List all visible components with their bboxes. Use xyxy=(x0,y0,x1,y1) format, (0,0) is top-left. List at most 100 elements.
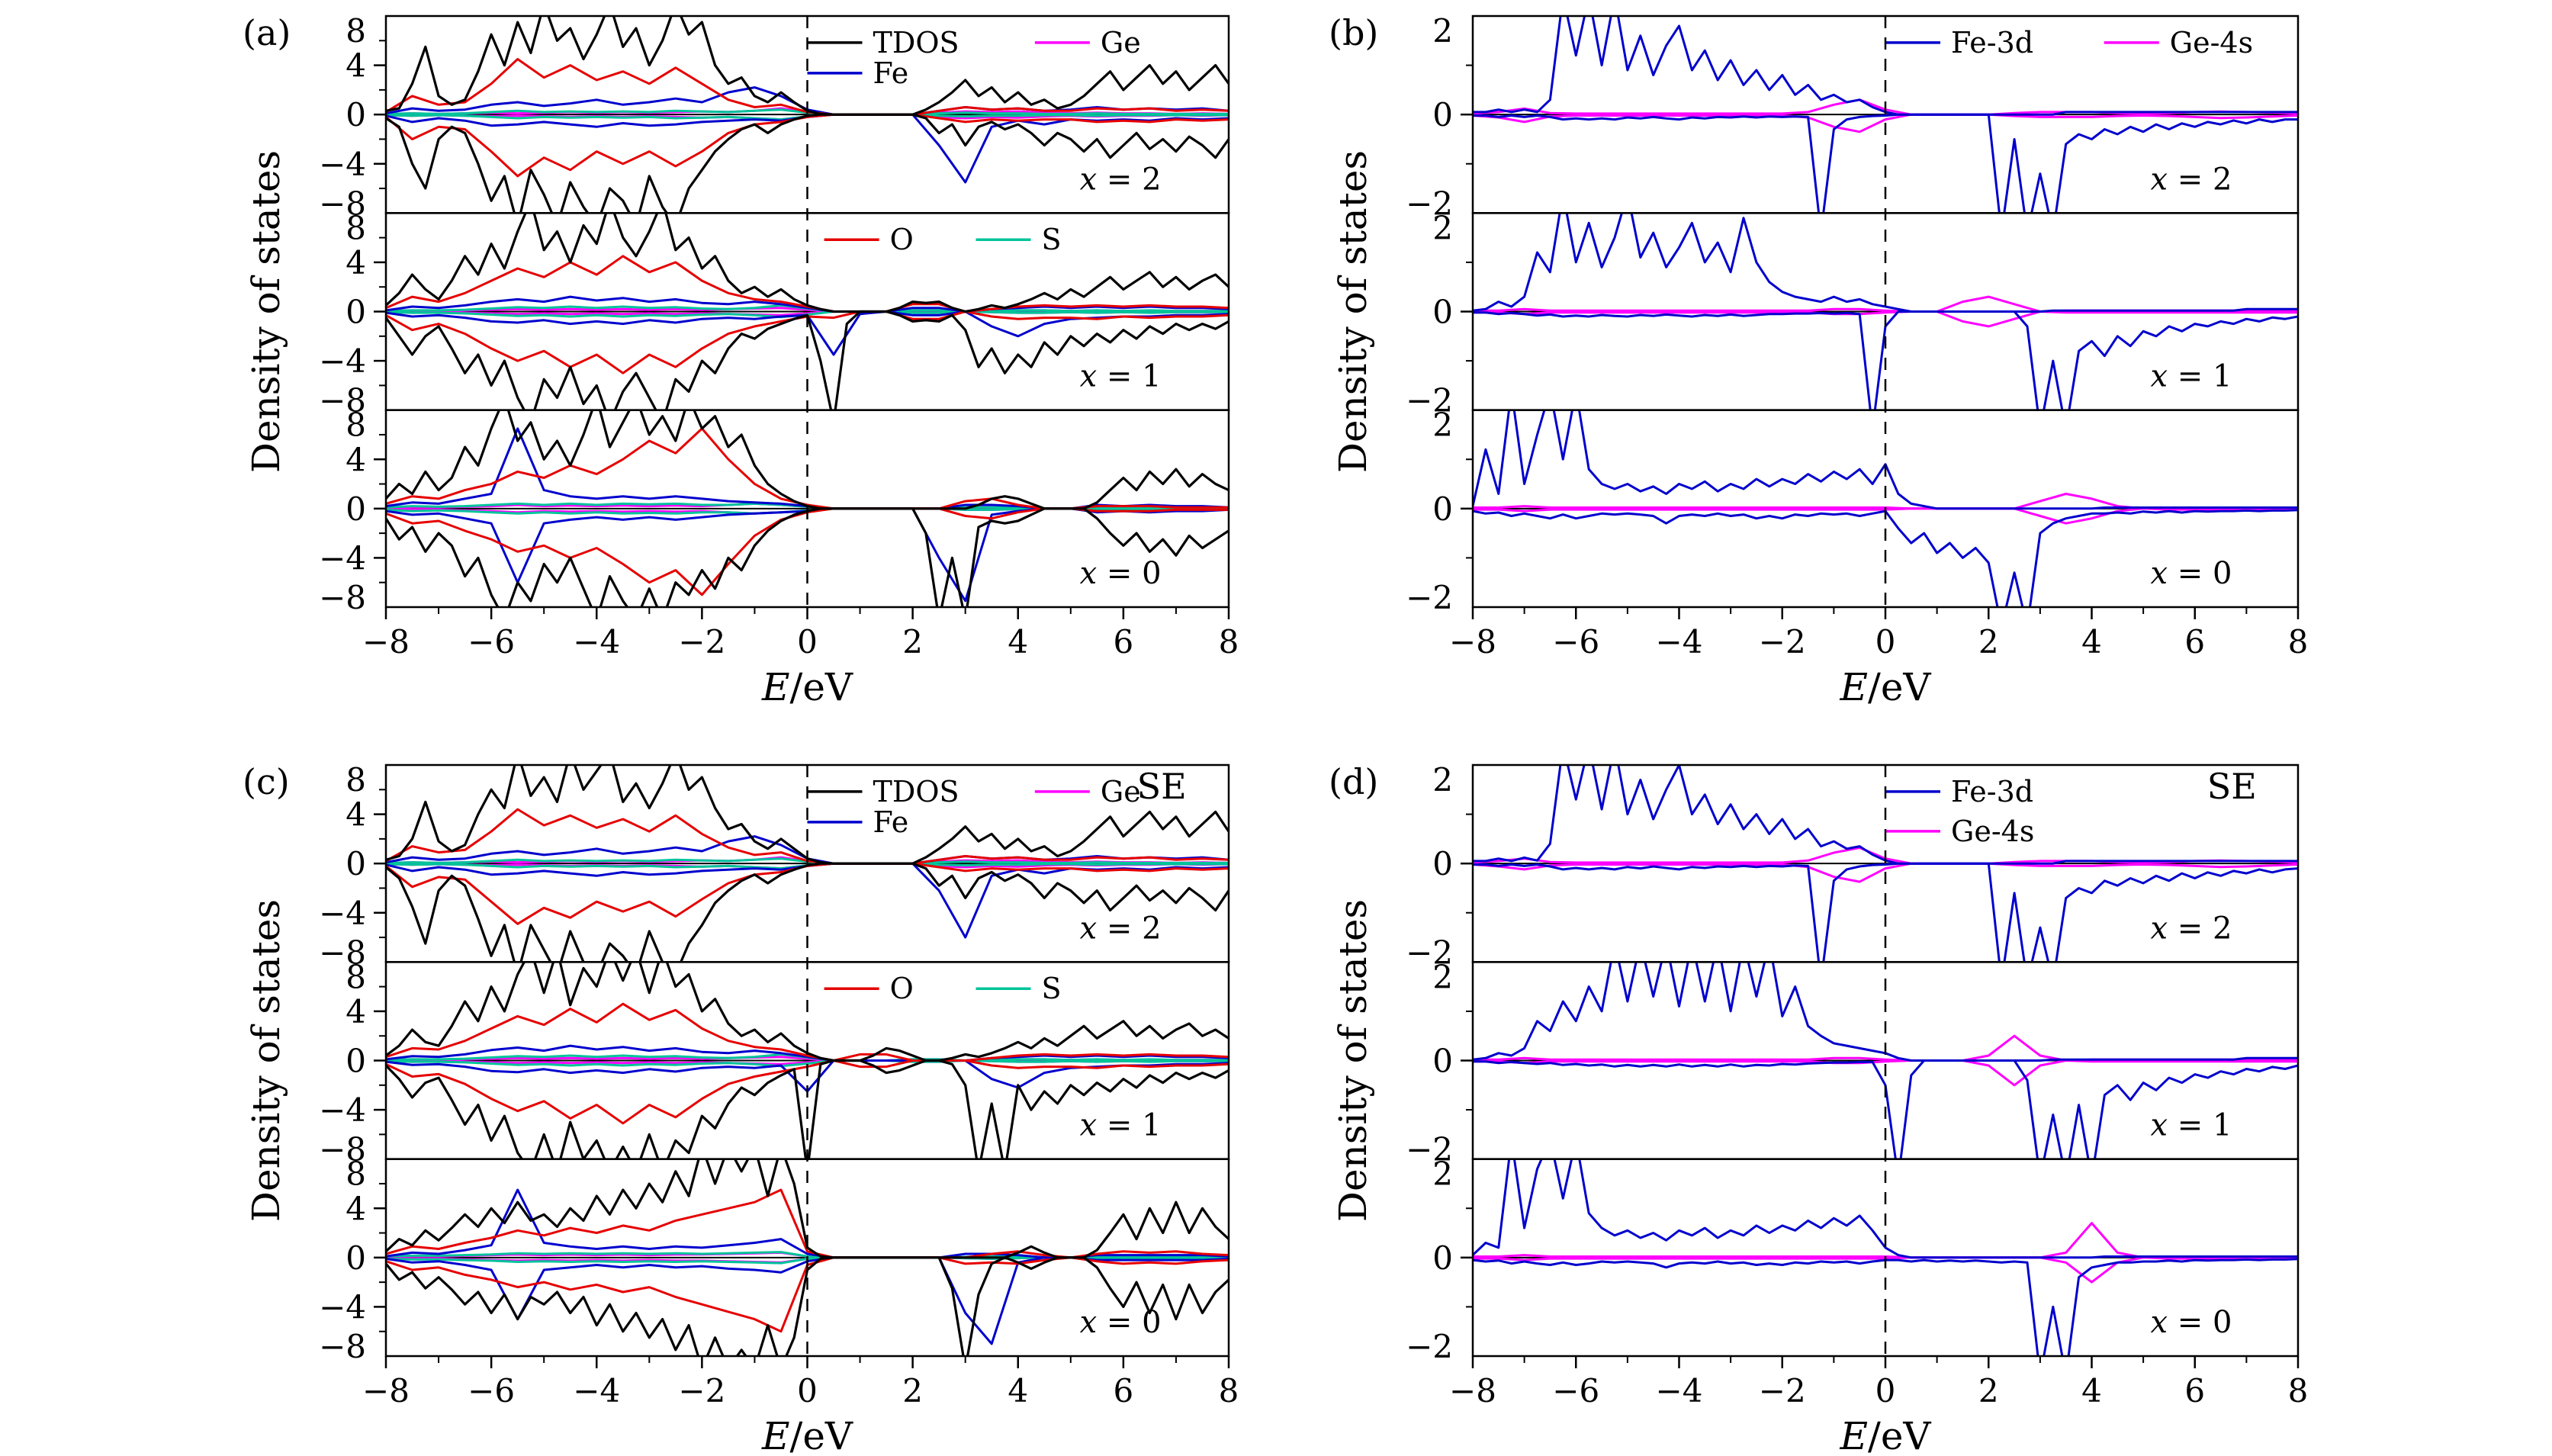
y-tick-label: 8 xyxy=(346,12,366,50)
x-tick-label: −8 xyxy=(362,1372,410,1409)
series-Fe-3d-down xyxy=(1473,862,2298,963)
series-group xyxy=(1473,962,2298,1159)
series-TDOS-down xyxy=(386,862,1229,963)
x-tick-label: 0 xyxy=(1875,1372,1896,1409)
y-tick-label: −4 xyxy=(319,146,366,183)
y-tick-label: 0 xyxy=(346,294,366,331)
subplot-label: x = 1 xyxy=(2150,1108,2232,1143)
series-S-down xyxy=(386,1059,1229,1068)
x-tick-label: 4 xyxy=(2081,1372,2102,1409)
x-tick-label: 0 xyxy=(797,623,818,661)
y-tick-label: −2 xyxy=(1406,185,1453,222)
y-tick-label: 2 xyxy=(1432,209,1453,246)
x-tick-label: −8 xyxy=(362,623,410,661)
x-tick-label: −6 xyxy=(468,623,515,661)
series-Fe-3d-up xyxy=(1473,1159,2298,1259)
x-tick-label: 4 xyxy=(2081,623,2102,661)
y-tick-label: 0 xyxy=(1432,845,1453,882)
x-tick-label: −6 xyxy=(1552,623,1599,661)
panel-tag-b: (b) xyxy=(1329,12,1379,53)
y-tick-label: 0 xyxy=(346,845,366,882)
series-TDOS-down xyxy=(386,1256,1229,1356)
series-Fe-up xyxy=(386,1044,1229,1062)
x-axis-label: E/eV xyxy=(1839,665,1931,709)
x-tick-label: −4 xyxy=(1656,623,1703,661)
legend-label-S: S xyxy=(1042,223,1062,256)
x-axis-label: E/eV xyxy=(761,665,853,709)
legend-label-Fe-3d: Fe-3d xyxy=(1951,775,2033,808)
y-tick-label: 0 xyxy=(1432,1043,1453,1080)
legend-label-Fe-3d: Fe-3d xyxy=(1951,26,2033,59)
y-tick-label: 0 xyxy=(346,1239,366,1277)
x-tick-label: 8 xyxy=(1219,1372,1239,1409)
x-axis-label: E/eV xyxy=(1839,1414,1931,1456)
y-tick-label: 8 xyxy=(346,958,366,995)
series-Ge-4s-down xyxy=(1473,1059,2298,1087)
y-tick-label: 2 xyxy=(1432,1155,1453,1193)
series-TDOS-up xyxy=(386,410,1229,510)
subplot-label: x = 1 xyxy=(2150,359,2232,394)
y-tick-label: 0 xyxy=(1432,490,1453,528)
y-tick-label: −2 xyxy=(1406,1328,1453,1365)
y-tick-label: −4 xyxy=(319,1091,366,1129)
x-tick-label: 8 xyxy=(2288,623,2309,661)
x-tick-label: 6 xyxy=(2184,623,2205,661)
x-tick-label: 6 xyxy=(1114,623,1134,661)
series-Fe-3d-up xyxy=(1473,410,2298,510)
y-tick-label: −4 xyxy=(319,895,366,932)
y-tick-label: −2 xyxy=(1406,579,1453,616)
y-tick-label: −2 xyxy=(1406,382,1453,419)
series-O-up xyxy=(386,1002,1229,1062)
y-tick-label: 4 xyxy=(346,993,366,1030)
x-tick-label: −2 xyxy=(1759,623,1806,661)
y-tick-label: 2 xyxy=(1432,407,1453,444)
x-tick-label: −2 xyxy=(678,623,725,661)
y-tick-label: −8 xyxy=(319,934,366,971)
subplot-label: x = 2 xyxy=(2150,162,2232,197)
y-tick-label: −8 xyxy=(319,1328,366,1365)
legend-label-Ge-4s: Ge-4s xyxy=(2170,26,2253,59)
legend-label-Ge-4s: Ge-4s xyxy=(1951,815,2034,848)
y-tick-label: 2 xyxy=(1432,761,1453,799)
y-tick-label: −8 xyxy=(319,185,366,222)
x-tick-label: 8 xyxy=(1219,623,1239,661)
legend-label-TDOS: TDOS xyxy=(873,775,959,808)
legend-label-TDOS: TDOS xyxy=(873,26,959,59)
legend-label-O: O xyxy=(890,972,914,1005)
y-tick-label: 0 xyxy=(346,490,366,528)
y-tick-label: 2 xyxy=(1432,958,1453,995)
y-tick-label: −8 xyxy=(319,1131,366,1168)
panel-tag-d: (d) xyxy=(1329,761,1379,802)
x-tick-label: 2 xyxy=(1978,623,1999,661)
series-group xyxy=(1473,213,2298,410)
legend-label-Fe: Fe xyxy=(873,805,909,839)
series-group xyxy=(386,213,1229,410)
y-tick-label: 0 xyxy=(1432,1239,1453,1277)
y-tick-label: −4 xyxy=(319,1288,366,1326)
y-tick-label: 8 xyxy=(346,407,366,444)
x-tick-label: 4 xyxy=(1008,623,1028,661)
subplot-label: x = 2 xyxy=(2150,911,2232,946)
y-tick-label: −8 xyxy=(319,579,366,616)
y-tick-label: −2 xyxy=(1406,1131,1453,1168)
x-tick-label: 2 xyxy=(902,623,923,661)
y-tick-label: 4 xyxy=(346,47,366,85)
x-tick-label: −4 xyxy=(573,623,620,661)
series-Ge-4s-down xyxy=(1473,310,2298,328)
x-tick-label: 0 xyxy=(1875,623,1896,661)
x-tick-label: −2 xyxy=(678,1372,725,1409)
subplot-label: x = 1 xyxy=(1080,1108,1162,1143)
panel-tag-c: (c) xyxy=(243,761,290,802)
legend-label-Fe: Fe xyxy=(873,56,909,90)
y-tick-label: −4 xyxy=(319,342,366,380)
legend-label-Ge: Ge xyxy=(1101,26,1141,59)
series-Ge-4s-down xyxy=(1473,113,2298,133)
series-Fe-3d-down xyxy=(1473,113,2298,214)
x-tick-label: 4 xyxy=(1008,1372,1028,1409)
y-tick-label: 4 xyxy=(346,796,366,834)
y-tick-label: 8 xyxy=(346,209,366,246)
y-tick-label: 8 xyxy=(346,761,366,799)
y-tick-label: 0 xyxy=(1432,294,1453,331)
subplot-label: x = 2 xyxy=(1080,162,1162,197)
